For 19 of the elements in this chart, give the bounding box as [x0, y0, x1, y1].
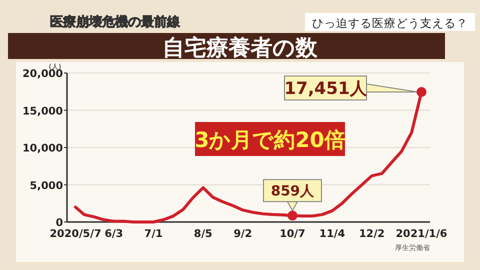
annotation: 859人	[270, 184, 316, 200]
annotation: 17,451人	[284, 79, 368, 100]
x-tick-label: 10/7	[280, 228, 306, 240]
x-tick-label: 8/5	[194, 228, 212, 240]
y-tick-label: 20,000	[22, 68, 63, 80]
x-tick-label: 12/2	[358, 228, 385, 240]
x-tick-label: 2020/5/7	[50, 228, 102, 240]
x-tick-label: 6/3	[104, 228, 124, 240]
y-tick-label: 5,000	[30, 180, 63, 192]
chart-title: 自宅療養者の数	[162, 35, 318, 61]
y-tick-label: 10,000	[22, 142, 63, 154]
text: ひっ迫する医療どう支える？	[312, 16, 468, 30]
y-tick-label: 0	[56, 217, 63, 229]
x-tick-label: 7/1	[144, 228, 163, 240]
x-tick-label: 2021/1/6	[396, 228, 448, 240]
text: 医療崩壊危機の最前線	[50, 14, 181, 30]
x-tick-label: 11/4	[319, 228, 346, 240]
y-tick-label: 15,000	[22, 105, 63, 118]
x-tick-label: 9/2	[234, 228, 252, 240]
